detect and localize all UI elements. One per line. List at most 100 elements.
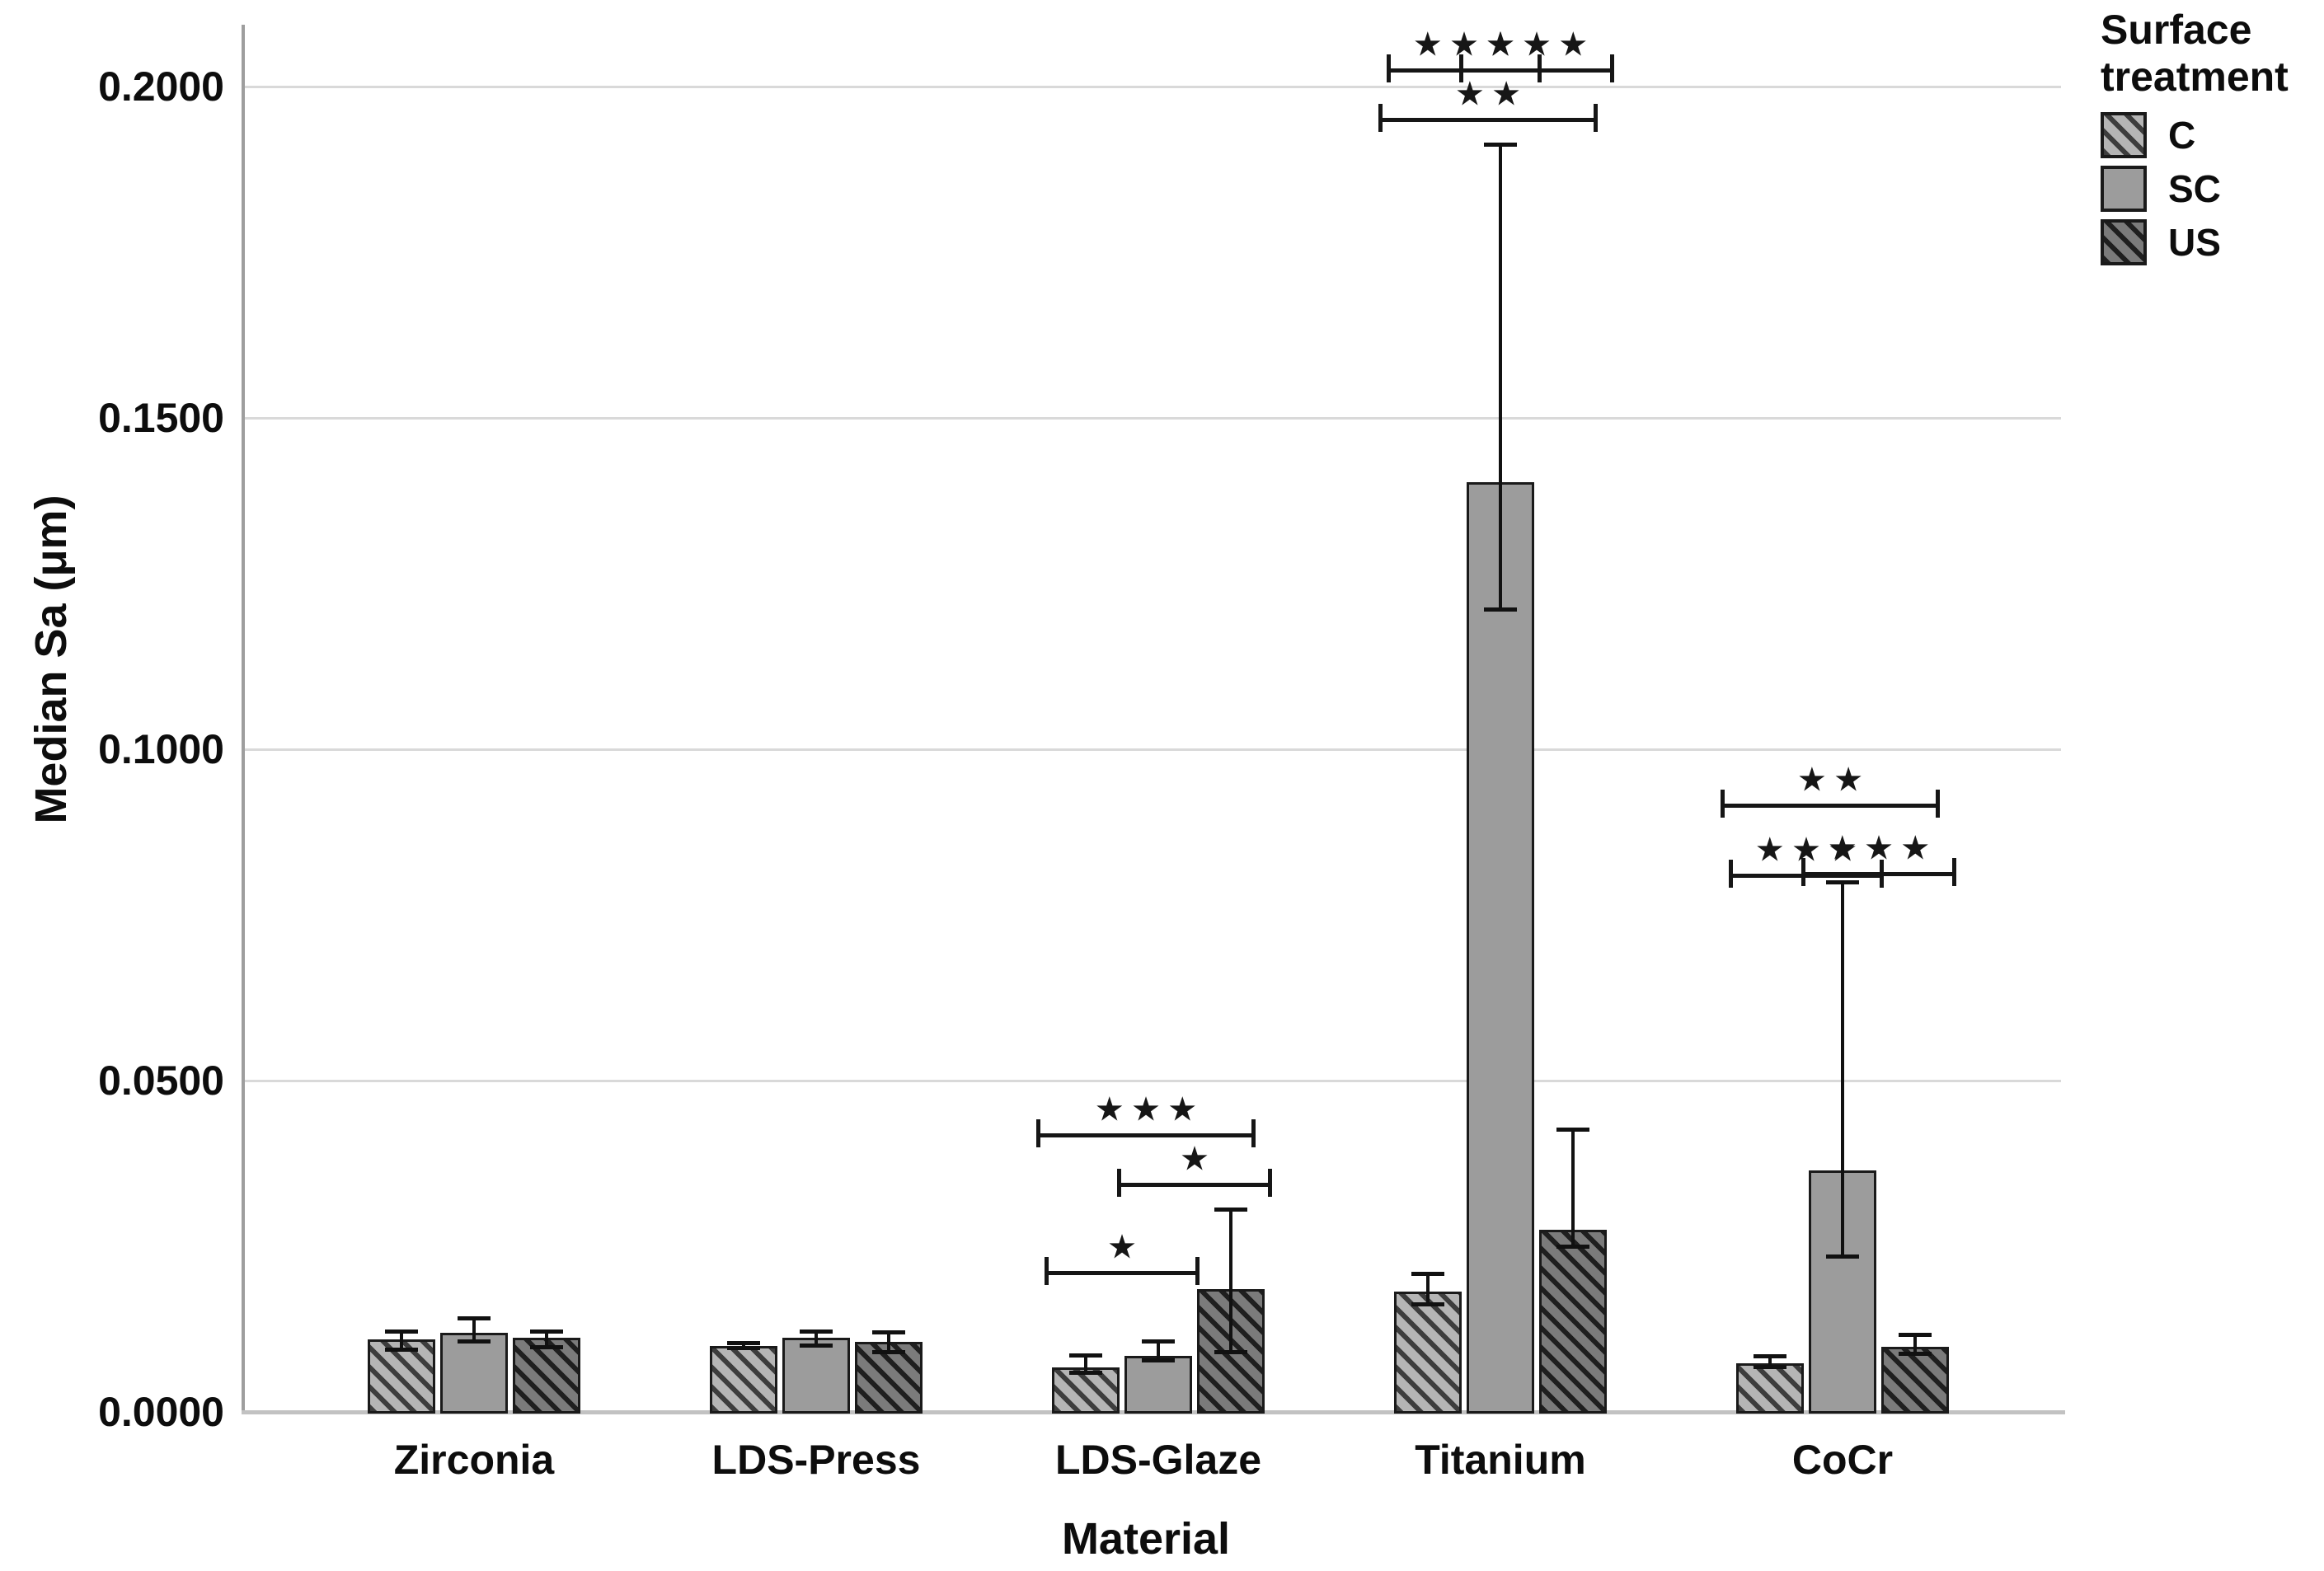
error-cap-low (1754, 1365, 1786, 1370)
error-bar-Titanium-C (1426, 1273, 1430, 1304)
sig-CoCr-C-US-cap-left (1721, 790, 1725, 818)
sig-LDS-Glaze-C-SC-cap-left (1045, 1257, 1049, 1286)
y-tick-label: 0.1000 (98, 726, 224, 772)
gridline-0.1000 (242, 748, 2061, 751)
sig-CoCr-SC-US-cap-right (1952, 858, 1956, 887)
error-cap-high (1214, 1207, 1247, 1212)
legend-swatch-US-icon (2101, 219, 2147, 265)
error-cap-low (727, 1346, 760, 1350)
error-cap-low (1214, 1349, 1247, 1354)
error-cap-high (1069, 1353, 1102, 1358)
sig-LDS-Glaze-SC-US-cap-left (1117, 1169, 1121, 1198)
y-tick-label: 0.0000 (98, 1389, 224, 1435)
error-bar-Zirconia-C (400, 1330, 403, 1349)
gridline-0.1500 (242, 417, 2061, 420)
sig-Titanium-SC-US-cap-left (1459, 54, 1463, 82)
error-cap-high (872, 1329, 905, 1334)
error-cap-low (1069, 1370, 1102, 1375)
legend-item-SC: SC (2101, 166, 2318, 212)
error-cap-high (1754, 1353, 1786, 1358)
error-cap-high (1142, 1339, 1175, 1344)
x-category-CoCr: CoCr (1791, 1437, 1894, 1483)
sig-Titanium-SC-US-stars: ★★★ (1486, 26, 1597, 61)
error-cap-low (800, 1343, 833, 1348)
error-cap-high (800, 1329, 833, 1334)
legend-item-C: C (2101, 112, 2318, 158)
legend-swatch-SC-icon (2101, 166, 2147, 212)
sig-LDS-Glaze-C-US (1036, 1133, 1256, 1137)
error-cap-high (1411, 1271, 1444, 1276)
sig-LDS-Glaze-C-US-stars: ★★★ (1096, 1091, 1206, 1126)
bar-LDS-Glaze-SC (1124, 1355, 1192, 1414)
gridline-0.0500 (242, 1080, 2061, 1082)
bar-CoCr-US (1881, 1347, 1949, 1414)
sig-Titanium-C-US-cap-right (1594, 104, 1598, 133)
bar-Titanium-SC (1467, 481, 1534, 1414)
sig-CoCr-SC-US-stars: ★★★ (1829, 831, 1939, 865)
error-cap-high (1826, 879, 1859, 884)
error-cap-high (458, 1315, 491, 1320)
sig-LDS-Glaze-C-SC (1045, 1271, 1200, 1276)
sig-Titanium-C-SC-stars: ★★★ (1414, 26, 1524, 61)
error-cap-high (1899, 1332, 1932, 1337)
error-bar-LDS-Press-SC (815, 1330, 818, 1345)
sig-Titanium-C-US (1378, 118, 1598, 123)
error-bar-Titanium-US (1571, 1128, 1575, 1246)
bar-LDS-Press-C (710, 1345, 777, 1414)
error-bar-LDS-Press-C (742, 1342, 745, 1348)
bar-LDS-Glaze-C (1052, 1367, 1120, 1414)
legend-label-C: C (2168, 114, 2196, 157)
sig-LDS-Glaze-C-US-cap-left (1036, 1118, 1040, 1147)
sig-Titanium-C-US-cap-left (1378, 104, 1383, 133)
legend: Surface treatment C SC US (2101, 7, 2318, 273)
error-cap-low (1556, 1245, 1589, 1249)
y-axis-line (242, 25, 245, 1412)
sig-LDS-Glaze-C-SC-cap-right (1195, 1257, 1200, 1286)
x-category-Titanium: Titanium (1415, 1437, 1586, 1483)
error-cap-low (530, 1345, 563, 1350)
bar-Zirconia-C (368, 1339, 435, 1414)
error-cap-high (727, 1340, 760, 1345)
x-category-Zirconia: Zirconia (393, 1437, 555, 1483)
bar-LDS-Press-SC (782, 1337, 850, 1414)
sig-Titanium-SC-US-cap-right (1610, 54, 1614, 82)
error-bar-LDS-Press-US (887, 1331, 890, 1352)
sig-CoCr-C-US (1721, 804, 1940, 809)
error-cap-low (1411, 1301, 1444, 1306)
x-category-LDS-Glaze: LDS-Glaze (1054, 1437, 1262, 1483)
bar-Titanium-C (1394, 1291, 1462, 1414)
error-bar-CoCr-US (1913, 1334, 1917, 1354)
x-category-LDS-Press: LDS-Press (711, 1437, 921, 1483)
sig-CoCr-C-SC-cap-left (1729, 859, 1733, 888)
gridline-0.2000 (242, 86, 2061, 88)
error-cap-low (1899, 1352, 1932, 1357)
sig-LDS-Glaze-SC-US-cap-right (1268, 1169, 1272, 1198)
error-bar-LDS-Glaze-C (1084, 1354, 1087, 1372)
error-cap-low (1484, 607, 1517, 612)
sig-LDS-Glaze-C-SC-stars: ★ (1108, 1230, 1146, 1264)
error-cap-high (1556, 1127, 1589, 1132)
sig-Titanium-SC-US (1459, 68, 1614, 73)
error-cap-high (385, 1329, 418, 1334)
error-bar-Titanium-SC (1499, 143, 1502, 610)
legend-swatch-C-icon (2101, 112, 2147, 158)
sig-LDS-Glaze-SC-US (1117, 1183, 1272, 1188)
sig-Titanium-C-SC-cap-left (1387, 54, 1391, 82)
sig-CoCr-SC-US (1801, 872, 1956, 877)
error-cap-low (1142, 1358, 1175, 1363)
error-cap-low (1826, 1254, 1859, 1259)
legend-label-US: US (2168, 221, 2221, 264)
y-tick-label: 0.0500 (98, 1057, 224, 1104)
error-cap-low (872, 1349, 905, 1354)
sig-LDS-Glaze-SC-US-stars: ★ (1181, 1142, 1218, 1176)
legend-items: C SC US (2101, 112, 2318, 265)
legend-label-SC: SC (2168, 167, 2221, 210)
x-axis-title: Material (1061, 1514, 1231, 1564)
sig-Titanium-C-US-stars: ★★ (1456, 77, 1530, 111)
error-bar-LDS-Glaze-US (1229, 1208, 1232, 1352)
bar-Zirconia-SC (440, 1333, 508, 1414)
error-cap-high (530, 1329, 563, 1334)
error-bar-CoCr-C (1768, 1355, 1772, 1367)
y-tick-label: 0.1500 (98, 395, 224, 441)
